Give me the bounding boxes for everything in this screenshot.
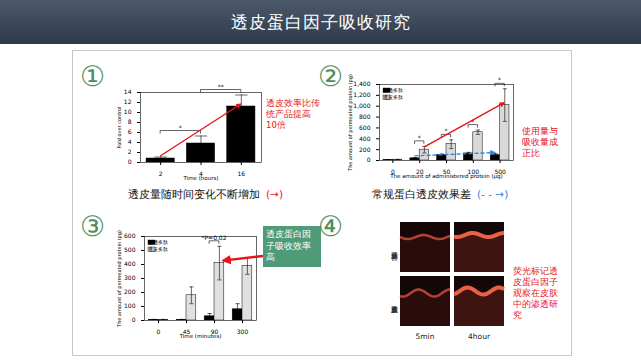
svg-text:4: 4 bbox=[199, 169, 203, 177]
svg-text:透皮多肽: 透皮多肽 bbox=[383, 94, 403, 100]
html-text:①: ① bbox=[80, 60, 106, 93]
html-text:使用量与吸收量成正比: 使用量与吸收量成正比 bbox=[522, 126, 558, 159]
svg-text:500: 500 bbox=[124, 246, 136, 253]
svg-text:0: 0 bbox=[132, 316, 136, 323]
svg-text:14: 14 bbox=[124, 88, 132, 95]
svg-text:普通多肽: 普通多肽 bbox=[383, 87, 403, 93]
svg-text:0: 0 bbox=[367, 156, 371, 163]
svg-text:*: * bbox=[445, 127, 448, 134]
svg-text:45: 45 bbox=[182, 327, 191, 335]
html-text:透皮蛋白因子吸收效率高: 透皮蛋白因子吸收效率高 bbox=[266, 229, 311, 263]
svg-text:400: 400 bbox=[124, 260, 136, 267]
svg-text:0: 0 bbox=[157, 328, 161, 335]
svg-text:800: 800 bbox=[359, 113, 371, 120]
svg-text:600: 600 bbox=[124, 232, 136, 239]
svg-text:8: 8 bbox=[128, 118, 132, 125]
html-text:透皮量随时间变化不断增加: 透皮量随时间变化不断增加 bbox=[128, 188, 260, 200]
svg-text:90: 90 bbox=[210, 327, 219, 335]
svg-text:300: 300 bbox=[124, 274, 136, 281]
svg-text:500: 500 bbox=[494, 167, 506, 175]
svg-text:200: 200 bbox=[124, 288, 136, 295]
html-text:常规蛋白透皮效果差: 常规蛋白透皮效果差 bbox=[372, 188, 471, 200]
svg-text:100: 100 bbox=[124, 302, 136, 309]
svg-text:The amount of administered pro: The amount of administered protein (μg) bbox=[389, 173, 503, 180]
svg-text:普通多肽: 普通多肽 bbox=[148, 239, 168, 245]
svg-text:透皮多肽: 透皮多肽 bbox=[148, 246, 168, 252]
html-text:透皮效率比传统产品提高10倍: 透皮效率比传统产品提高10倍 bbox=[266, 98, 320, 131]
html-text:4hour: 4hour bbox=[468, 332, 490, 341]
svg-text:2: 2 bbox=[159, 170, 163, 177]
svg-text:Time (minutes): Time (minutes) bbox=[179, 333, 222, 339]
svg-text:4: 4 bbox=[128, 138, 132, 145]
svg-text:50: 50 bbox=[442, 167, 451, 175]
svg-text:12: 12 bbox=[124, 98, 132, 105]
svg-text:*: * bbox=[179, 124, 182, 131]
svg-text:1,400: 1,400 bbox=[353, 80, 370, 87]
svg-text:**: ** bbox=[218, 83, 224, 90]
html-text:③: ③ bbox=[80, 210, 106, 243]
svg-text:*P=0.02: *P=0.02 bbox=[201, 234, 226, 241]
svg-text:*: * bbox=[418, 134, 421, 141]
svg-text:100: 100 bbox=[467, 167, 479, 175]
html-text:荧光标记透皮蛋白因子观察在皮肤中的渗透研究: 荧光标记透皮蛋白因子观察在皮肤中的渗透研究 bbox=[513, 266, 558, 321]
svg-text:*: * bbox=[498, 76, 501, 83]
svg-text:0: 0 bbox=[391, 167, 395, 175]
svg-text:2: 2 bbox=[128, 148, 132, 155]
svg-text:Fold over control: Fold over control bbox=[116, 107, 122, 149]
svg-text:The amount of permeated protei: The amount of permeated protein (pg) bbox=[116, 230, 123, 328]
svg-text:0: 0 bbox=[128, 158, 132, 165]
html-text:②: ② bbox=[318, 60, 344, 93]
html-text:5min: 5min bbox=[415, 332, 435, 341]
svg-text:10: 10 bbox=[124, 108, 132, 115]
svg-text:1,200: 1,200 bbox=[353, 91, 370, 98]
html-text:透皮蛋白因子吸收研究: 透皮蛋白因子吸收研究 bbox=[230, 12, 411, 32]
svg-text:16: 16 bbox=[238, 170, 246, 177]
svg-text:1,000: 1,000 bbox=[353, 102, 370, 109]
svg-text:6: 6 bbox=[128, 128, 132, 135]
html-text:④: ④ bbox=[318, 210, 344, 243]
svg-text:The amount of permeated protei: The amount of permeated protein (pg) bbox=[347, 74, 354, 172]
svg-text:200: 200 bbox=[359, 146, 371, 153]
svg-text:300: 300 bbox=[237, 328, 249, 335]
svg-text:400: 400 bbox=[359, 135, 371, 142]
svg-text:Time (hours): Time (hours) bbox=[183, 175, 219, 181]
svg-text:20: 20 bbox=[415, 167, 424, 175]
svg-text:600: 600 bbox=[359, 124, 371, 131]
